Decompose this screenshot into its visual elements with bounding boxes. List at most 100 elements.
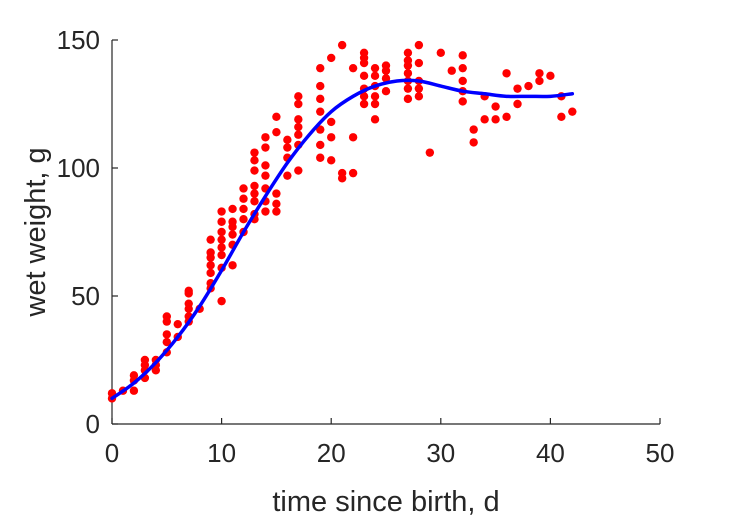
data-point xyxy=(458,51,467,60)
data-point xyxy=(403,56,413,65)
data-point xyxy=(359,48,369,57)
data-point xyxy=(535,69,544,78)
data-point xyxy=(546,71,555,81)
x-tick-label: 50 xyxy=(646,438,675,468)
x-tick-label: 20 xyxy=(317,438,346,468)
data-point xyxy=(414,84,424,93)
data-point xyxy=(370,92,380,101)
data-point xyxy=(403,69,413,78)
data-point xyxy=(359,99,369,109)
data-point xyxy=(140,355,150,365)
data-point xyxy=(316,81,325,91)
data-point xyxy=(228,204,237,214)
axes xyxy=(111,40,660,425)
data-point xyxy=(261,161,270,170)
data-point xyxy=(272,127,281,137)
data-point xyxy=(502,69,511,78)
data-point xyxy=(327,53,336,63)
data-point xyxy=(294,130,303,139)
x-tick-label: 40 xyxy=(536,438,565,468)
data-point xyxy=(294,166,303,175)
data-point xyxy=(272,199,281,209)
data-point xyxy=(458,63,467,73)
data-point xyxy=(414,92,424,101)
data-point xyxy=(469,125,478,134)
data-point xyxy=(568,107,577,116)
data-point xyxy=(217,227,226,237)
x-axis-label: time since birth, d xyxy=(272,486,499,518)
data-point xyxy=(480,115,489,124)
data-point xyxy=(272,207,281,216)
data-point xyxy=(513,84,522,93)
data-point xyxy=(129,371,139,380)
y-axis-label: wet weight, g xyxy=(20,147,52,317)
data-point xyxy=(381,87,391,96)
data-point xyxy=(250,197,259,206)
data-point xyxy=(228,230,237,239)
data-point xyxy=(294,115,303,124)
data-point xyxy=(294,122,303,132)
data-point xyxy=(348,133,358,142)
data-point xyxy=(316,125,325,134)
data-point xyxy=(513,99,522,109)
data-point xyxy=(359,71,369,81)
data-point xyxy=(337,168,347,178)
data-point xyxy=(294,92,303,101)
data-point xyxy=(316,153,325,162)
data-point xyxy=(283,135,292,145)
data-point xyxy=(162,312,171,321)
data-point xyxy=(261,133,270,142)
data-point xyxy=(206,268,215,278)
data-point xyxy=(327,133,336,142)
y-tick-label: 50 xyxy=(71,281,100,311)
data-point xyxy=(502,112,511,122)
fit-curve xyxy=(110,78,575,401)
data-point xyxy=(403,48,413,57)
data-point xyxy=(348,63,358,73)
data-point xyxy=(348,168,358,178)
data-point xyxy=(206,235,215,244)
marks xyxy=(107,40,577,403)
data-point xyxy=(228,217,237,226)
data-point xyxy=(261,143,270,152)
data-point xyxy=(217,217,226,226)
data-point xyxy=(250,189,259,198)
data-point xyxy=(184,286,193,296)
data-point xyxy=(469,138,478,147)
x-tick-label: 0 xyxy=(105,438,119,468)
data-point xyxy=(261,171,270,180)
x-tick-label: 30 xyxy=(426,438,455,468)
data-point xyxy=(250,148,259,157)
data-point xyxy=(217,207,226,216)
data-point xyxy=(239,194,248,203)
data-point xyxy=(524,81,533,91)
data-point xyxy=(239,184,248,193)
data-point xyxy=(239,204,248,214)
data-point xyxy=(228,261,237,270)
data-point xyxy=(261,207,270,216)
data-point xyxy=(370,99,380,109)
data-point xyxy=(206,248,215,257)
data-point xyxy=(283,171,292,180)
data-point xyxy=(436,48,445,57)
data-point xyxy=(129,386,139,395)
data-point xyxy=(217,235,226,244)
data-point xyxy=(272,189,281,198)
data-point xyxy=(294,99,303,109)
data-point xyxy=(250,181,259,191)
data-point xyxy=(458,97,467,106)
data-point xyxy=(206,261,215,270)
data-point xyxy=(283,143,292,152)
data-point xyxy=(272,112,281,122)
ticks: 0 10 20 30 40 50 0 50 100 150 xyxy=(57,25,675,468)
data-point xyxy=(381,74,391,83)
y-tick-label: 100 xyxy=(57,153,100,183)
data-point xyxy=(327,156,336,165)
x-tick-label: 10 xyxy=(207,438,236,468)
data-point xyxy=(491,115,500,124)
data-point xyxy=(337,40,347,50)
data-point xyxy=(370,71,380,81)
data-point xyxy=(491,102,500,111)
data-point xyxy=(381,61,391,70)
